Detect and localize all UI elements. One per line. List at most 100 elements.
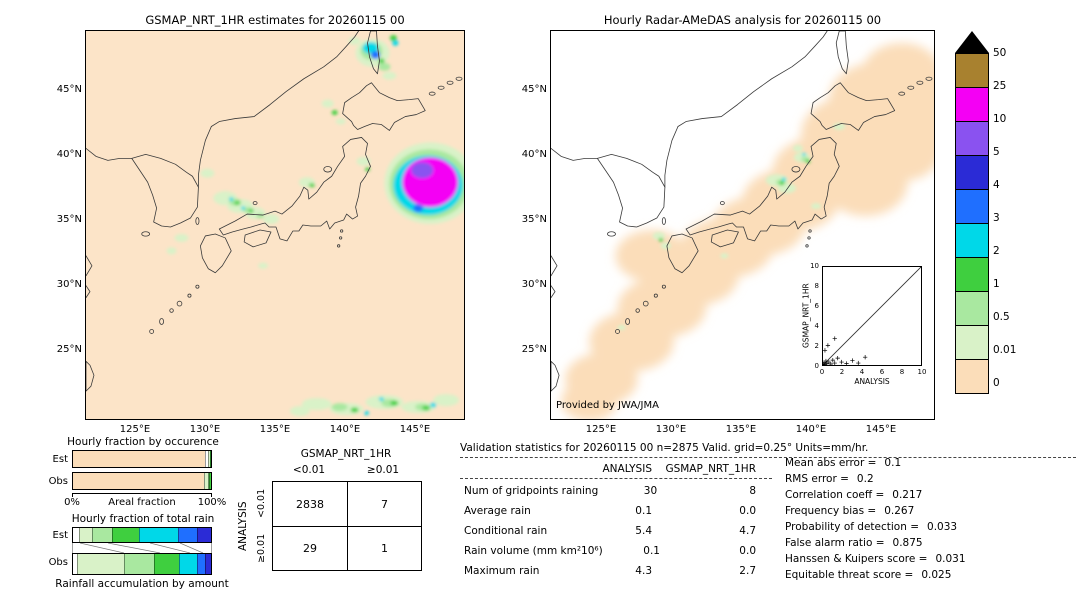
totalrain-est-label: Est bbox=[52, 530, 68, 541]
lon-tick: 130°E bbox=[655, 424, 687, 435]
totalrain-est-bar bbox=[72, 527, 212, 543]
stat-gsmap: 8 bbox=[749, 485, 756, 497]
metric-label: Correlation coeff = bbox=[785, 489, 885, 501]
stat-gsmap: 0.0 bbox=[739, 545, 756, 557]
inset-xtick: 2 bbox=[839, 368, 845, 376]
divider bbox=[460, 478, 772, 479]
bar-segment bbox=[209, 473, 211, 489]
totalrain-title: Hourly fraction of total rain bbox=[71, 513, 215, 525]
stat-label: Rain volume (mm km²10⁶) bbox=[464, 545, 603, 557]
metric-value: 0.2 bbox=[856, 473, 874, 485]
contingency-col-label: ≥0.01 bbox=[366, 464, 400, 476]
inset-ytick: 6 bbox=[814, 302, 819, 310]
stats-row: Rain volume (mm km²10⁶) 0.1 0.0 bbox=[464, 545, 756, 557]
metric-value: 0.025 bbox=[921, 569, 952, 581]
totalrain-obs-bar bbox=[72, 553, 212, 575]
radar-precip-blobs bbox=[617, 123, 846, 330]
bar-segment bbox=[73, 528, 79, 542]
scatter-point bbox=[832, 360, 837, 366]
totalrain-obs-label: Obs bbox=[48, 557, 68, 568]
stat-label: Num of gridpoints raining bbox=[464, 485, 599, 497]
stats-row: Maximum rain 4.3 2.7 bbox=[464, 565, 756, 577]
occurrence-est-label: Est bbox=[52, 454, 68, 465]
radar-coverage-swath bbox=[561, 42, 957, 421]
metric-value: 0.875 bbox=[892, 537, 923, 549]
inset-plot-area bbox=[821, 266, 922, 367]
metric-value: 0.267 bbox=[884, 505, 915, 517]
colorbar-label: 0 bbox=[993, 377, 1000, 389]
inset-xtick: 8 bbox=[899, 368, 905, 376]
scatter-point bbox=[862, 355, 868, 360]
scatter-point bbox=[844, 361, 849, 366]
colorbar bbox=[955, 53, 989, 394]
colorbar-cell bbox=[956, 189, 988, 223]
inset-ytick: 0 bbox=[814, 362, 819, 370]
metric-value: 0.1 bbox=[884, 457, 902, 469]
totalrain-caption: Rainfall accumulation by amount bbox=[55, 578, 229, 590]
colorbar-cell bbox=[956, 325, 988, 359]
occurrence-xlabel: Areal fraction bbox=[108, 497, 176, 508]
occurrence-axis bbox=[72, 493, 212, 494]
stat-gsmap: 0.0 bbox=[739, 505, 756, 517]
lon-tick: 125°E bbox=[585, 424, 617, 435]
stat-analysis: 5.4 bbox=[635, 525, 652, 537]
colorbar-label: 4 bbox=[993, 179, 1000, 191]
contingency-cell: 7 bbox=[347, 482, 421, 526]
metric-label: Equitable threat score = bbox=[785, 569, 914, 581]
scatter-point bbox=[832, 336, 837, 341]
inset-ytick: 2 bbox=[814, 342, 819, 350]
metric-row: Probability of detection = 0.033 bbox=[785, 521, 957, 533]
bar-segment bbox=[73, 451, 206, 467]
scatter-point bbox=[825, 343, 831, 348]
right-map-title: Hourly Radar-AMeDAS analysis for 2026011… bbox=[603, 13, 882, 27]
inset-xtick: 10 bbox=[917, 368, 927, 376]
lat-tick: 40°N bbox=[521, 149, 547, 160]
lat-tick: 25°N bbox=[56, 344, 82, 355]
lon-tick: 145°E bbox=[865, 424, 897, 435]
bar-segment bbox=[179, 554, 198, 574]
metric-row: Correlation coeff = 0.217 bbox=[785, 489, 922, 501]
colorbar-cell bbox=[956, 257, 988, 291]
metric-label: RMS error = bbox=[785, 473, 849, 485]
metric-label: Probability of detection = bbox=[785, 521, 920, 533]
metric-value: 0.217 bbox=[892, 489, 923, 501]
lon-tick: 145°E bbox=[399, 424, 431, 435]
bar-segment bbox=[177, 528, 198, 542]
stat-label: Average rain bbox=[464, 505, 531, 517]
bar-segment bbox=[209, 451, 211, 467]
one-to-one-line bbox=[822, 266, 922, 366]
metric-value: 0.031 bbox=[935, 553, 966, 565]
left-map-title: GSMAP_NRT_1HR estimates for 20260115 00 bbox=[145, 13, 405, 27]
contingency-row-group: ANALYSIS bbox=[237, 501, 249, 551]
lat-tick: 45°N bbox=[521, 84, 547, 95]
inset-xtick: 0 bbox=[819, 368, 825, 376]
inset-xtick: 6 bbox=[879, 368, 885, 376]
credit-text: Provided by JWA/JMA bbox=[556, 400, 659, 411]
scatter-point bbox=[850, 358, 855, 363]
colorbar-label: 25 bbox=[993, 80, 1007, 92]
metric-label: Hanssen & Kuipers score = bbox=[785, 553, 928, 565]
metric-label: Mean abs error = bbox=[785, 457, 877, 469]
metric-row: Equitable threat score = 0.025 bbox=[785, 569, 951, 581]
stat-gsmap: 2.7 bbox=[739, 565, 756, 577]
contingency-col-label: <0.01 bbox=[292, 464, 326, 476]
contingency-row-label: ≥0.01 bbox=[256, 533, 267, 564]
lat-tick: 30°N bbox=[521, 279, 547, 290]
contingency-cell: 29 bbox=[273, 526, 347, 570]
lat-tick: 25°N bbox=[521, 344, 547, 355]
bar-segment bbox=[197, 528, 211, 542]
scatter-point bbox=[823, 358, 829, 364]
bar-segment bbox=[111, 528, 140, 542]
stats-col-analysis: ANALYSIS bbox=[602, 463, 652, 475]
colorbar-label: 0.01 bbox=[993, 344, 1017, 356]
occurrence-title: Hourly fraction by occurence bbox=[67, 436, 219, 448]
bar-segment bbox=[139, 528, 178, 542]
spacer bbox=[464, 463, 590, 475]
contingency-col-group: GSMAP_NRT_1HR bbox=[300, 448, 392, 460]
scatter-point bbox=[835, 355, 840, 361]
inset-ytick: 10 bbox=[810, 262, 819, 270]
stat-analysis: 0.1 bbox=[635, 505, 652, 517]
metric-row: Frequency bias = 0.267 bbox=[785, 505, 914, 517]
occurrence-obs-label: Obs bbox=[48, 476, 68, 487]
